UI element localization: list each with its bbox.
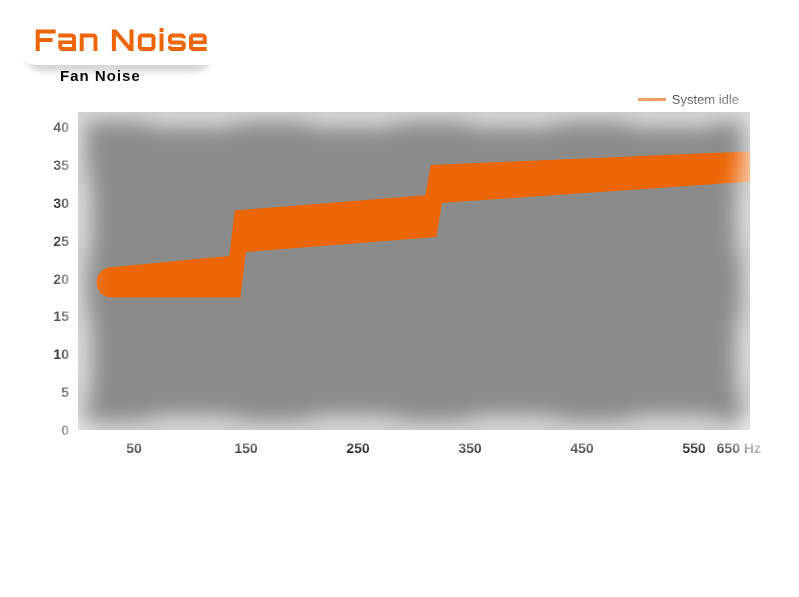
chart-subtitle: Fan Noise: [60, 68, 141, 85]
y-tick-label: 40: [19, 119, 69, 135]
y-tick-label: 5: [19, 384, 69, 400]
y-tick-label: 0: [19, 422, 69, 438]
x-tick-label: 550: [682, 440, 705, 456]
y-tick-label: 35: [19, 157, 69, 173]
legend-swatch: [638, 98, 666, 101]
y-tick-label: 15: [19, 308, 69, 324]
x-tick-label: 250: [346, 440, 369, 456]
chart-title: Fan Noise: [18, 18, 225, 65]
x-tick-label: 450: [570, 440, 593, 456]
chart-canvas: Fan Noise Fan Noise System idle 0 5 10 15 20…: [0, 0, 799, 597]
legend-label: System idle: [672, 92, 739, 107]
plot-svg: [78, 112, 750, 430]
y-tick-label: 30: [19, 195, 69, 211]
series-cap: [96, 267, 126, 297]
legend: System idle: [638, 92, 739, 107]
series-band: [112, 151, 750, 297]
plot-area: [78, 112, 750, 430]
x-tick-label: 50: [126, 440, 142, 456]
title-badge: Fan Noise: [18, 18, 225, 65]
y-tick-label: 10: [19, 346, 69, 362]
x-tick-label: 150: [234, 440, 257, 456]
x-axis-unit: 650 Hz: [717, 440, 761, 456]
y-tick-label: 25: [19, 233, 69, 249]
x-tick-label: 350: [458, 440, 481, 456]
y-tick-label: 20: [19, 271, 69, 287]
